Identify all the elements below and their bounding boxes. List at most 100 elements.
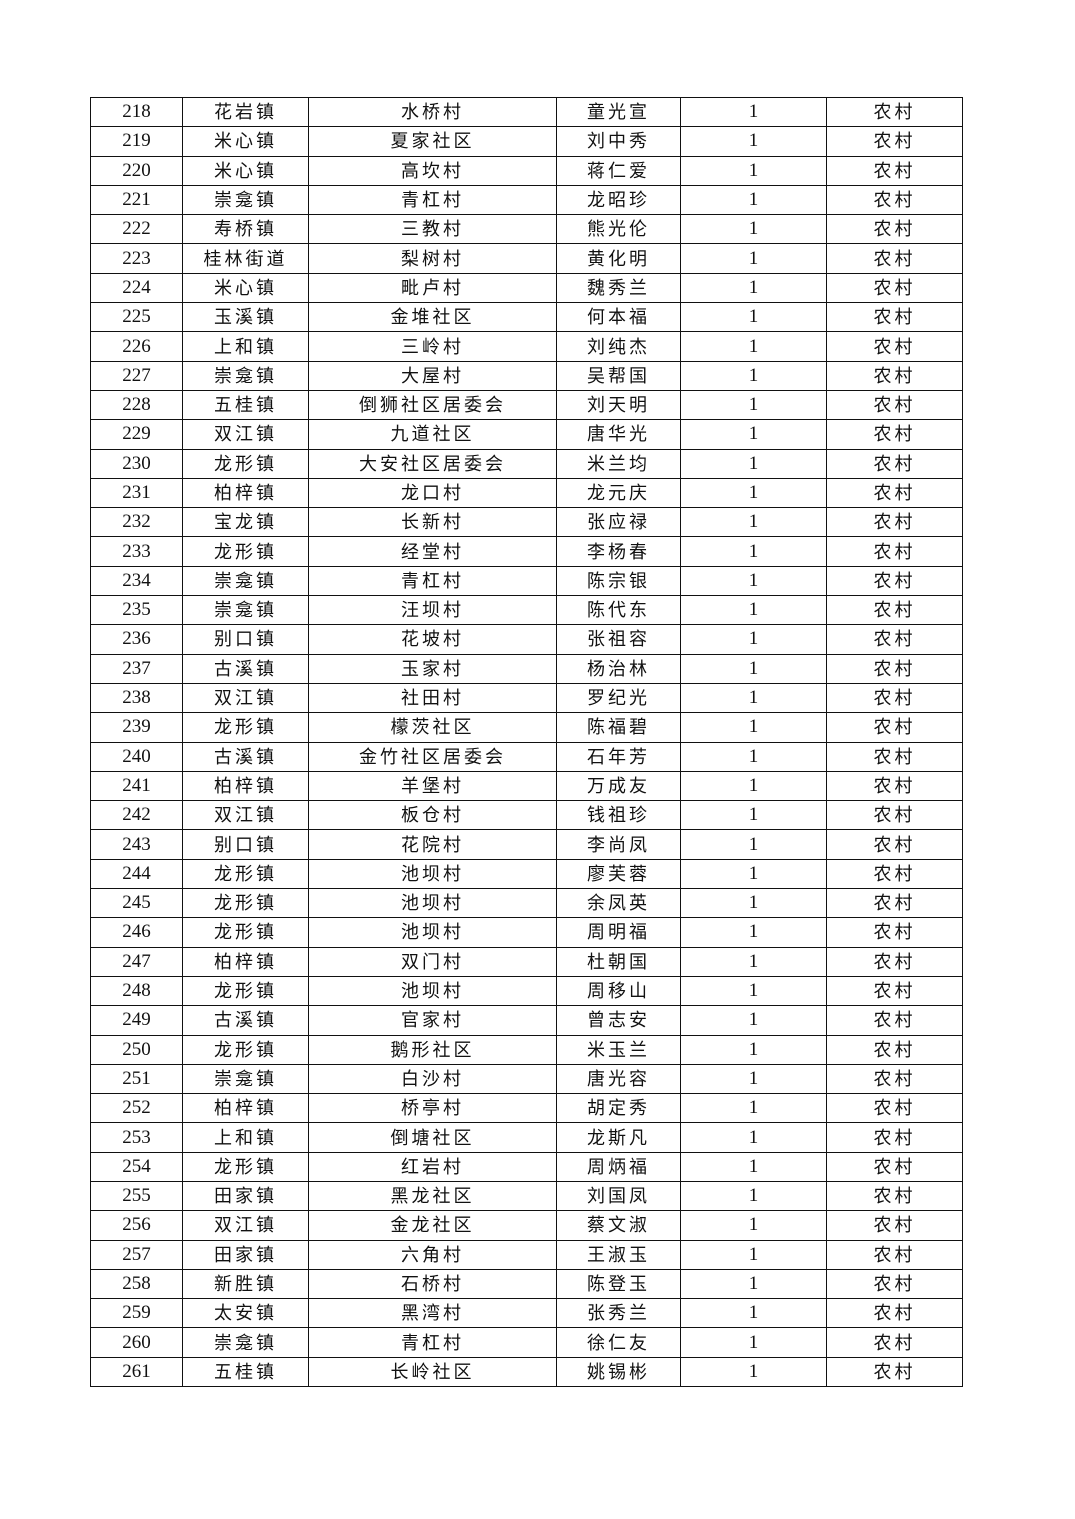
type-cell: 农村 xyxy=(826,360,963,391)
index-cell: 238 xyxy=(90,682,183,714)
table-row: 230 龙形镇 大安社区居委会 米兰均 1 农村 xyxy=(90,448,963,479)
village-cell: 池坝村 xyxy=(308,858,557,890)
type-cell: 农村 xyxy=(826,770,963,802)
town-cell: 柏梓镇 xyxy=(182,946,309,977)
count-cell: 1 xyxy=(680,624,827,655)
type-cell: 农村 xyxy=(826,595,963,626)
table-row: 239 龙形镇 檬茨社区 陈福碧 1 农村 xyxy=(90,712,963,743)
name-cell: 龙斯凡 xyxy=(556,1122,681,1153)
town-cell: 双江镇 xyxy=(182,682,309,714)
type-cell: 农村 xyxy=(826,741,963,772)
name-cell: 唐华光 xyxy=(556,419,681,450)
index-cell: 251 xyxy=(90,1063,183,1095)
type-cell: 农村 xyxy=(826,653,963,684)
index-cell: 235 xyxy=(90,595,183,626)
village-cell: 高坎村 xyxy=(308,155,557,186)
town-cell: 五桂镇 xyxy=(182,1356,309,1388)
table-row: 226 上和镇 三岭村 刘纯杰 1 农村 xyxy=(90,331,963,362)
table-row: 237 古溪镇 玉家村 杨治林 1 农村 xyxy=(90,653,963,684)
table-row: 246 龙形镇 池坝村 周明福 1 农村 xyxy=(90,917,963,948)
table-row: 236 别口镇 花坡村 张祖容 1 农村 xyxy=(90,624,963,655)
table-row: 219 米心镇 夏家社区 刘中秀 1 农村 xyxy=(90,126,963,157)
type-cell: 农村 xyxy=(826,331,963,362)
type-cell: 农村 xyxy=(826,975,963,1007)
village-cell: 鹅形社区 xyxy=(308,1034,557,1065)
type-cell: 农村 xyxy=(826,214,963,245)
type-cell: 农村 xyxy=(826,565,963,597)
type-cell: 农村 xyxy=(826,1327,963,1358)
village-cell: 檬茨社区 xyxy=(308,712,557,743)
count-cell: 1 xyxy=(680,1268,827,1300)
name-cell: 陈登玉 xyxy=(556,1268,681,1300)
index-cell: 242 xyxy=(90,800,183,831)
town-cell: 龙形镇 xyxy=(182,1034,309,1065)
name-cell: 唐光容 xyxy=(556,1063,681,1095)
village-cell: 水桥村 xyxy=(308,96,557,128)
count-cell: 1 xyxy=(680,917,827,948)
town-cell: 别口镇 xyxy=(182,624,309,655)
town-cell: 柏梓镇 xyxy=(182,1093,309,1124)
table-row: 231 柏梓镇 龙口村 龙元庆 1 农村 xyxy=(90,477,963,509)
index-cell: 257 xyxy=(90,1239,183,1270)
town-cell: 米心镇 xyxy=(182,155,309,186)
index-cell: 261 xyxy=(90,1356,183,1388)
count-cell: 1 xyxy=(680,1298,827,1329)
town-cell: 崇龛镇 xyxy=(182,595,309,626)
town-cell: 双江镇 xyxy=(182,419,309,450)
village-cell: 青杠村 xyxy=(308,1327,557,1358)
table-row: 257 田家镇 六角村 王淑玉 1 农村 xyxy=(90,1239,963,1270)
name-cell: 熊光伦 xyxy=(556,214,681,245)
index-cell: 233 xyxy=(90,536,183,567)
town-cell: 龙形镇 xyxy=(182,1151,309,1182)
count-cell: 1 xyxy=(680,1122,827,1153)
table-row: 243 别口镇 花院村 李尚凤 1 农村 xyxy=(90,829,963,860)
count-cell: 1 xyxy=(680,477,827,509)
town-cell: 龙形镇 xyxy=(182,448,309,479)
table-row: 250 龙形镇 鹅形社区 米玉兰 1 农村 xyxy=(90,1034,963,1065)
count-cell: 1 xyxy=(680,331,827,362)
town-cell: 古溪镇 xyxy=(182,1005,309,1036)
table-row: 235 崇龛镇 汪坝村 陈代东 1 农村 xyxy=(90,595,963,626)
index-cell: 241 xyxy=(90,770,183,802)
index-cell: 245 xyxy=(90,888,183,919)
count-cell: 1 xyxy=(680,155,827,186)
name-cell: 刘天明 xyxy=(556,389,681,421)
count-cell: 1 xyxy=(680,419,827,450)
town-cell: 龙形镇 xyxy=(182,858,309,890)
index-cell: 256 xyxy=(90,1210,183,1241)
count-cell: 1 xyxy=(680,888,827,919)
town-cell: 龙形镇 xyxy=(182,917,309,948)
type-cell: 农村 xyxy=(826,96,963,128)
type-cell: 农村 xyxy=(826,1210,963,1241)
index-cell: 248 xyxy=(90,975,183,1007)
type-cell: 农村 xyxy=(826,126,963,157)
town-cell: 龙形镇 xyxy=(182,888,309,919)
village-cell: 长新村 xyxy=(308,507,557,538)
index-cell: 255 xyxy=(90,1180,183,1212)
town-cell: 崇龛镇 xyxy=(182,1063,309,1095)
index-cell: 249 xyxy=(90,1005,183,1036)
index-cell: 225 xyxy=(90,302,183,333)
table-row: 242 双江镇 板仓村 钱祖珍 1 农村 xyxy=(90,800,963,831)
name-cell: 徐仁友 xyxy=(556,1327,681,1358)
village-cell: 倒狮社区居委会 xyxy=(308,389,557,421)
count-cell: 1 xyxy=(680,126,827,157)
village-cell: 倒塘社区 xyxy=(308,1122,557,1153)
town-cell: 龙形镇 xyxy=(182,975,309,1007)
count-cell: 1 xyxy=(680,272,827,304)
count-cell: 1 xyxy=(680,770,827,802)
type-cell: 农村 xyxy=(826,1180,963,1212)
type-cell: 农村 xyxy=(826,536,963,567)
index-cell: 258 xyxy=(90,1268,183,1300)
count-cell: 1 xyxy=(680,536,827,567)
count-cell: 1 xyxy=(680,682,827,714)
table-row: 220 米心镇 高坎村 蒋仁爱 1 农村 xyxy=(90,155,963,186)
type-cell: 农村 xyxy=(826,800,963,831)
table-row: 258 新胜镇 石桥村 陈登玉 1 农村 xyxy=(90,1268,963,1300)
count-cell: 1 xyxy=(680,389,827,421)
type-cell: 农村 xyxy=(826,946,963,977)
town-cell: 古溪镇 xyxy=(182,741,309,772)
index-cell: 228 xyxy=(90,389,183,421)
village-cell: 花院村 xyxy=(308,829,557,860)
type-cell: 农村 xyxy=(826,1268,963,1300)
